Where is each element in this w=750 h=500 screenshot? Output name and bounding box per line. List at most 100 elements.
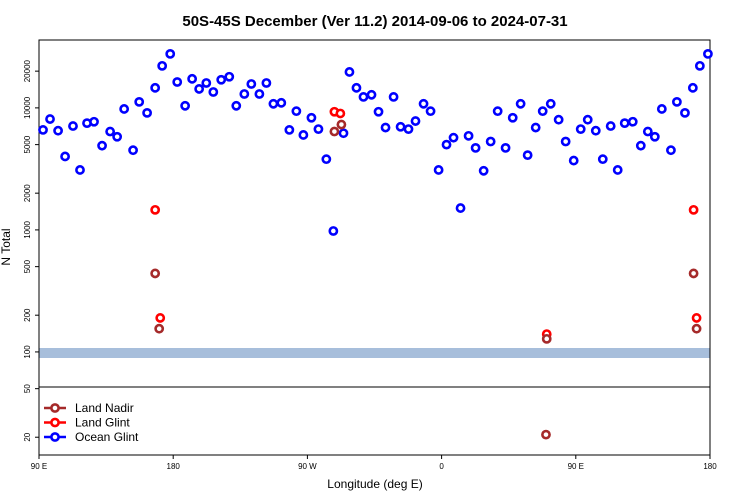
point (313, 124, 324, 135)
point (642, 126, 653, 137)
point (157, 60, 168, 71)
point (418, 98, 429, 109)
point (276, 97, 287, 108)
point (395, 121, 406, 132)
point (329, 126, 340, 137)
point (425, 106, 436, 117)
point (119, 104, 130, 114)
x-tick-label: 0 (439, 462, 444, 471)
point (351, 82, 362, 93)
point (53, 125, 63, 136)
point (649, 131, 660, 142)
point (568, 155, 579, 166)
point (358, 92, 369, 102)
point (338, 128, 349, 139)
point (545, 98, 556, 109)
point (410, 116, 421, 126)
point (522, 150, 533, 161)
point (373, 106, 384, 117)
point (635, 140, 646, 151)
point (380, 122, 391, 133)
x-tick-label: 90 E (31, 462, 47, 471)
point (208, 87, 219, 97)
point (553, 114, 564, 125)
point (261, 78, 272, 88)
point (321, 154, 332, 165)
point (155, 313, 166, 323)
point (216, 74, 227, 85)
point (492, 106, 503, 117)
chart-title: 50S-45S December (Ver 11.2) 2014-09-06 t… (182, 13, 567, 30)
point (306, 112, 317, 123)
point (703, 48, 713, 59)
point (478, 165, 489, 176)
point (75, 165, 85, 175)
plot-frame (38, 39, 711, 456)
point (560, 136, 571, 147)
point (165, 48, 176, 59)
point (105, 126, 116, 137)
point (224, 71, 235, 82)
y-tick-label: 2000 (23, 184, 32, 202)
point (671, 96, 682, 107)
point (180, 100, 191, 111)
point (691, 313, 702, 323)
point (500, 142, 511, 153)
legend-label: Land Nadir (75, 401, 134, 415)
point (60, 151, 70, 162)
point (537, 106, 548, 117)
point (541, 333, 552, 344)
point (45, 114, 55, 124)
point (89, 116, 99, 127)
x-tick-label: 90 E (568, 462, 584, 471)
point (128, 145, 138, 156)
point (515, 98, 526, 109)
point (530, 122, 541, 133)
legend-marker (50, 403, 60, 413)
point (150, 82, 161, 93)
x-tick-label: 180 (703, 462, 717, 471)
point (328, 226, 339, 236)
point (687, 82, 698, 93)
y-tick-label: 5000 (23, 135, 32, 153)
point (403, 124, 414, 135)
point (335, 108, 346, 119)
point (463, 130, 474, 141)
legend-label: Ocean Glint (75, 430, 139, 444)
point (291, 106, 302, 117)
point (246, 79, 257, 89)
point (691, 323, 702, 334)
y-tick-label: 20000 (23, 59, 32, 82)
legend-marker (50, 432, 60, 442)
y-tick-label: 20 (23, 432, 32, 441)
y-tick-label: 50 (23, 384, 32, 393)
point (680, 107, 690, 118)
point (656, 104, 667, 114)
point (470, 142, 481, 153)
point (666, 145, 676, 156)
x-tick-label: 90 W (298, 462, 317, 471)
point (366, 89, 377, 100)
y-tick-label: 500 (23, 259, 32, 273)
point (575, 124, 586, 135)
point (694, 60, 705, 71)
point (605, 121, 616, 131)
point (254, 89, 265, 99)
point (68, 121, 78, 131)
y-axis-label: N Total (0, 228, 13, 265)
legend-label: Land Glint (75, 416, 130, 430)
point (541, 429, 551, 440)
y-tick-label: 100 (23, 345, 32, 359)
point (441, 139, 452, 150)
point (112, 131, 123, 142)
y-tick-label: 1000 (23, 220, 32, 238)
point (150, 204, 161, 215)
point (619, 118, 630, 129)
point (298, 130, 309, 140)
point (154, 323, 165, 334)
point (688, 268, 699, 279)
point (231, 100, 242, 111)
y-tick-label: 10000 (23, 96, 32, 119)
point (201, 78, 212, 88)
point (97, 140, 107, 151)
